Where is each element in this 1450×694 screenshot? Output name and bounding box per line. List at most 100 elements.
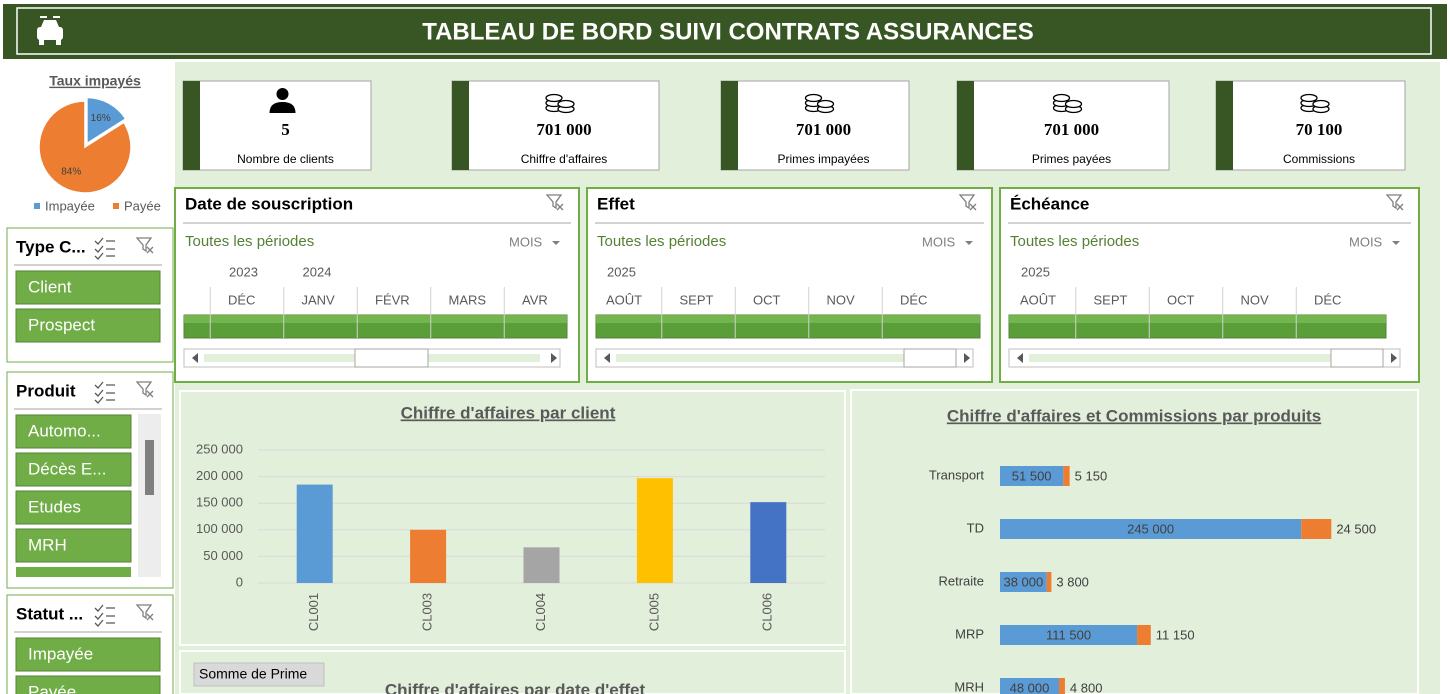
slicer-item[interactable]	[15, 490, 132, 525]
clear-filter-icon[interactable]	[135, 381, 153, 397]
x-tick-label: CL006	[760, 593, 775, 631]
timeline-month: JANV	[302, 292, 336, 307]
timeline-month: SEPT	[1094, 292, 1128, 307]
slicer-item-label[interactable]: Prospect	[28, 315, 95, 334]
legend-swatch	[34, 203, 40, 209]
slicer-item[interactable]	[15, 675, 161, 694]
slicer-item[interactable]	[15, 452, 132, 487]
kpi-label: Primes payées	[1032, 152, 1111, 166]
coins-icon	[545, 93, 563, 103]
slicer-item[interactable]	[15, 270, 161, 305]
y-tick-label: 250 000	[196, 441, 243, 456]
level-dropdown[interactable]	[965, 241, 973, 245]
coins-icon	[1300, 93, 1318, 103]
y-tick-label: 100 000	[196, 521, 243, 536]
scroll-left[interactable]	[1017, 353, 1023, 363]
timeline-month: NOV	[827, 292, 856, 307]
slicer-item-label[interactable]: Automo...	[28, 421, 101, 440]
timeline-year: 2023	[229, 264, 258, 279]
timeline-title: Date de souscription	[185, 194, 353, 213]
timeline-level[interactable]: MOIS	[509, 234, 543, 249]
timeline-level[interactable]: MOIS	[1349, 234, 1383, 249]
clear-filter-icon[interactable]	[135, 604, 153, 620]
kpi-value: 701 000	[796, 120, 851, 139]
level-dropdown[interactable]	[552, 241, 560, 245]
timeline-month: DÉC	[1314, 292, 1341, 307]
x-tick-label: CL001	[306, 593, 321, 631]
clear-filter-icon[interactable]	[958, 194, 976, 210]
pie-slice	[86, 96, 127, 145]
timeline-month: AOÛT	[606, 292, 642, 307]
bar-segment	[1046, 572, 1052, 592]
kpi-label: Nombre de clients	[237, 152, 334, 166]
kpi-value: 701 000	[1044, 120, 1099, 139]
clear-filter-icon[interactable]	[545, 194, 563, 210]
y-tick-label: MRP	[955, 626, 984, 641]
slicer-item-label[interactable]: Décès E...	[28, 459, 106, 478]
multi-select-icon[interactable]	[94, 604, 115, 627]
data-label: 5 150	[1075, 468, 1108, 483]
scroll-thumb[interactable]	[354, 348, 429, 368]
clear-filter-icon[interactable]	[135, 237, 153, 253]
y-tick-label: 150 000	[196, 495, 243, 510]
slicer-item-label[interactable]: Etudes	[28, 497, 81, 516]
data-label: 4 800	[1070, 680, 1103, 694]
data-label: 48 000	[1010, 680, 1050, 694]
multi-select-icon[interactable]	[94, 381, 115, 404]
header-bar	[3, 4, 1447, 59]
data-label: 3 800	[1056, 574, 1089, 589]
clear-filter-x	[146, 390, 154, 398]
clear-filter-x	[556, 203, 564, 211]
kpi-label: Chiffre d'affaires	[521, 152, 608, 166]
slicer-item[interactable]	[15, 414, 132, 449]
x-tick-label: CL004	[533, 593, 548, 631]
timeline-title: Échéance	[1010, 194, 1089, 213]
timeline-month: NOV	[1241, 292, 1270, 307]
coins-icon	[557, 99, 575, 109]
timeline-period: Toutes les périodes	[185, 233, 314, 250]
timeline-level[interactable]: MOIS	[922, 234, 956, 249]
legend-label: Payée	[124, 198, 161, 213]
scroll-right[interactable]	[1391, 353, 1397, 363]
slicer-item-label[interactable]: Impayée	[28, 644, 93, 663]
kpi-accent	[1216, 81, 1233, 170]
bar-segment	[1137, 625, 1151, 645]
scrollbar-thumb[interactable]	[145, 440, 154, 495]
scroll-left[interactable]	[192, 353, 198, 363]
slicer-title: Produit	[16, 381, 76, 400]
bar-segment	[1063, 466, 1070, 486]
scroll-right[interactable]	[551, 353, 557, 363]
chart-title: Chiffre d'affaires par client	[401, 403, 616, 422]
timeline-year: 2025	[607, 264, 636, 279]
slicer-item[interactable]	[15, 637, 161, 672]
slicer-item[interactable]	[16, 567, 131, 577]
timeline-bar-shine	[596, 315, 980, 323]
timeline-month: AVR	[522, 292, 548, 307]
timeline-period: Toutes les périodes	[597, 233, 726, 250]
scroll-thumb[interactable]	[1330, 348, 1384, 368]
pivot-button[interactable]	[193, 662, 325, 687]
timeline-month: DÉC	[900, 292, 927, 307]
slicer-item[interactable]	[15, 528, 132, 563]
clear-filter-icon[interactable]	[1385, 194, 1403, 210]
multi-select-icon[interactable]	[94, 237, 115, 260]
clear-filter-x	[146, 246, 154, 254]
scroll-left[interactable]	[604, 353, 610, 363]
pivot-button-label[interactable]: Somme de Prime	[199, 666, 307, 682]
slicer-item[interactable]	[15, 308, 161, 343]
coins-icon	[1052, 93, 1071, 103]
scroll-right[interactable]	[964, 353, 970, 363]
scroll-thumb[interactable]	[903, 348, 957, 368]
y-tick-label: TD	[967, 520, 984, 535]
slicer-item-label[interactable]: Payée	[28, 682, 76, 694]
kpi-value: 5	[281, 120, 290, 139]
timeline-scroll-track	[1029, 354, 1380, 362]
level-dropdown[interactable]	[1392, 241, 1400, 245]
clear-filter-x	[969, 203, 977, 211]
legend-swatch	[113, 203, 119, 209]
timeline-month: OCT	[753, 292, 781, 307]
slicer-item-label[interactable]: Client	[28, 277, 72, 296]
coins-icon	[804, 93, 823, 103]
slicer-item-label[interactable]: MRH	[28, 535, 67, 554]
bar-segment	[1059, 678, 1065, 694]
